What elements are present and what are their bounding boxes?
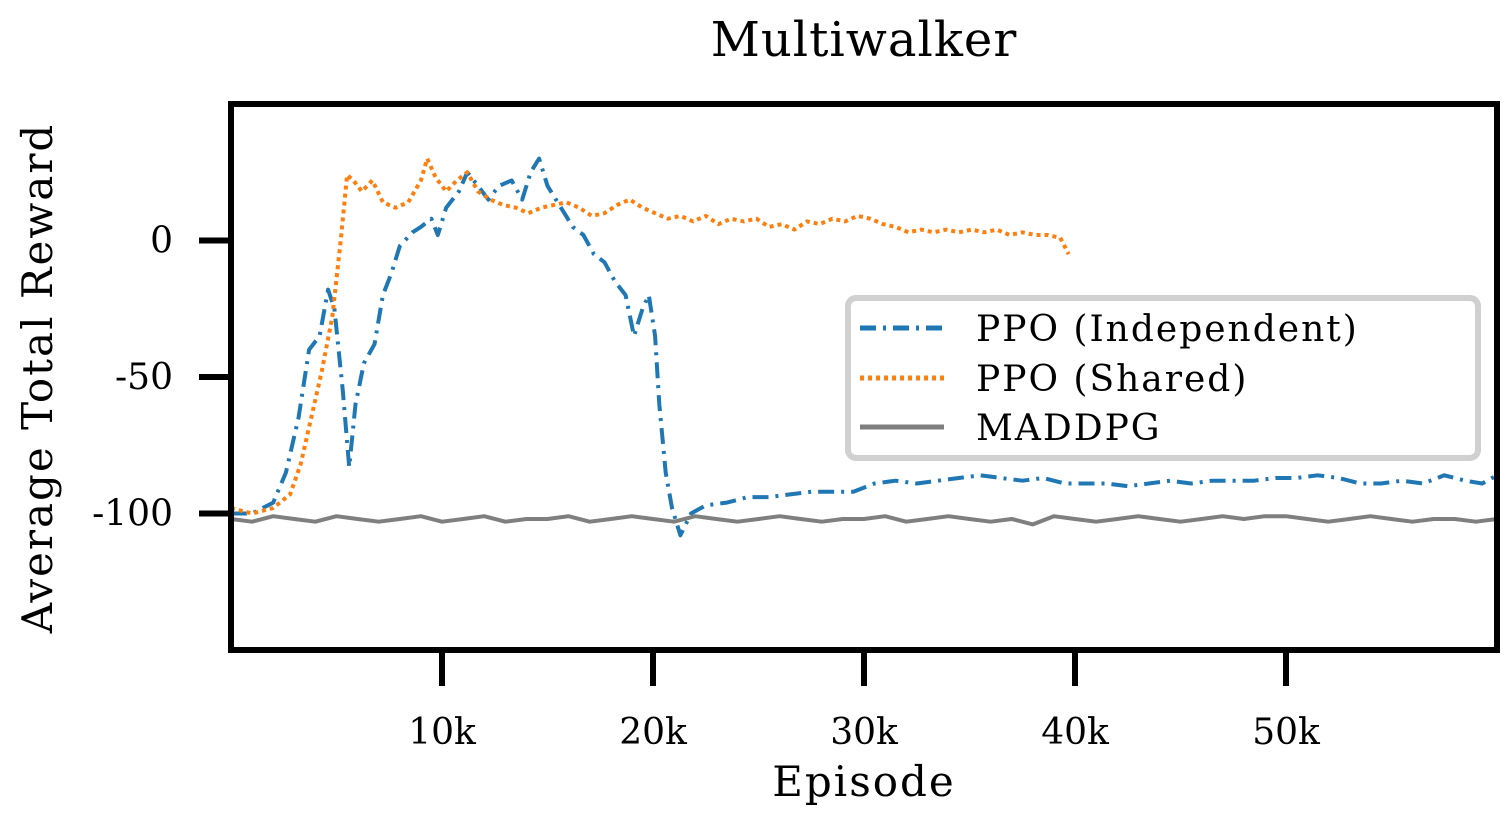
x-tick-label: 40k — [1041, 712, 1110, 753]
legend-label-ppo-independent: PPO (Independent) — [976, 309, 1359, 350]
x-tick-label: 20k — [619, 712, 688, 753]
x-axis-ticks: 10k 20k 30k 40k 50k — [408, 650, 1321, 753]
y-axis-label: Average Total Reward — [13, 123, 62, 635]
y-axis-ticks: 0 -50 -100 — [92, 221, 231, 535]
y-tick-label: -100 — [92, 494, 173, 535]
y-tick-label: 0 — [150, 221, 173, 262]
x-axis-label: Episode — [772, 757, 956, 806]
series-layer — [230, 156, 1498, 538]
legend-box — [845, 295, 1481, 461]
legend: PPO (Independent) PPO (Shared) MADDPG — [845, 295, 1481, 461]
x-tick-label: 50k — [1252, 712, 1321, 753]
legend-label-maddpg: MADDPG — [976, 408, 1162, 449]
series-line-maddpg — [230, 514, 1498, 527]
x-tick-label: 10k — [408, 712, 477, 753]
chart-title: Multiwalker — [711, 12, 1018, 68]
x-tick-label: 30k — [830, 712, 899, 753]
y-tick-label: -50 — [115, 357, 173, 398]
series-line-ppo-independent — [231, 156, 1498, 538]
legend-label-ppo-shared: PPO (Shared) — [976, 359, 1248, 400]
